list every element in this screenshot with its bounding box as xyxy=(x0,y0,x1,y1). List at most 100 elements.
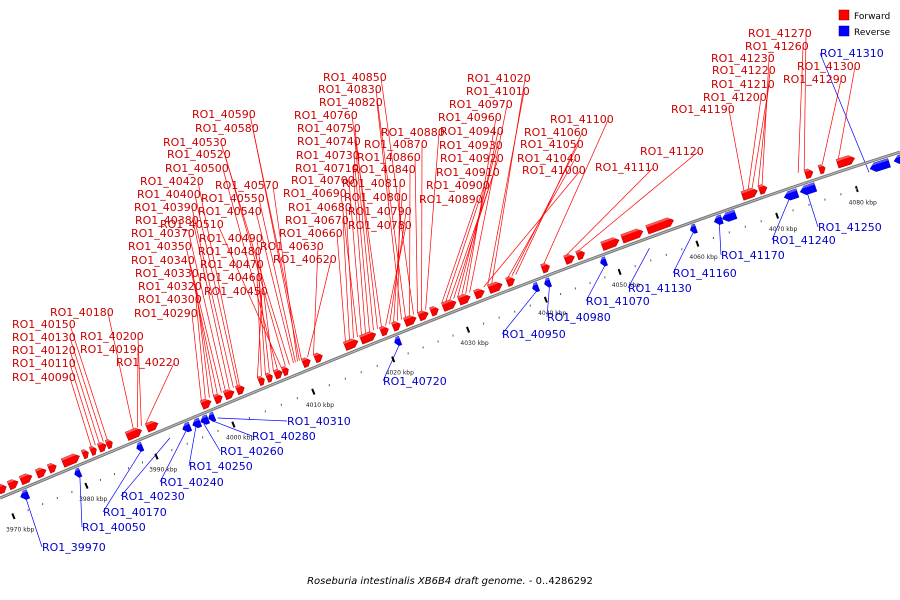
forward-gene-label: RO1_40120 xyxy=(12,344,76,357)
leader-line xyxy=(511,144,579,277)
forward-gene xyxy=(540,261,550,274)
tick-mark xyxy=(695,240,700,247)
reverse-gene xyxy=(720,209,738,222)
leader-line xyxy=(441,199,478,304)
leader-line xyxy=(747,97,762,190)
leader-line xyxy=(771,198,790,241)
reverse-gene xyxy=(542,277,553,288)
forward-gene-label: RO1_40320 xyxy=(138,280,202,293)
tick-label: 4030 kbp xyxy=(460,340,488,347)
forward-gene-label: RO1_40750 xyxy=(297,122,361,135)
forward-gene xyxy=(835,153,855,169)
minor-tick xyxy=(529,304,531,307)
leader-line xyxy=(188,427,197,467)
forward-gene-label: RO1_40370 xyxy=(131,227,195,240)
forward-gene-label: RO1_40680 xyxy=(288,201,352,214)
tick-mark xyxy=(465,326,471,333)
leader-line xyxy=(672,232,694,274)
forward-gene-label: RO1_41120 xyxy=(640,145,704,158)
forward-gene xyxy=(817,163,826,175)
minor-tick xyxy=(437,340,439,343)
kbp-ticks: 3970 kbp 3980 kbp 3990 kbp 4000 kbp 4010 kbp… xyxy=(6,185,877,533)
leader-line xyxy=(192,220,230,390)
reverse-gene xyxy=(530,282,541,293)
forward-gene-label: RO1_40850 xyxy=(323,71,387,84)
reverse-gene-label: RO1_40280 xyxy=(252,430,316,443)
caption-range: - 0..4286292 xyxy=(525,576,593,587)
gene-labels: RO1_40090RO1_40110RO1_40120RO1_40130RO1_… xyxy=(12,27,884,554)
tick-label: 4080 kbp xyxy=(849,199,877,206)
forward-gene xyxy=(473,286,485,300)
forward-gene-label: RO1_40340 xyxy=(131,254,195,267)
forward-gene-label: RO1_40220 xyxy=(116,356,180,369)
forward-gene xyxy=(342,337,359,351)
minor-tick xyxy=(328,384,330,387)
leader-line xyxy=(348,180,362,336)
forward-gene-label: RO1_41110 xyxy=(595,161,659,174)
forward-gene xyxy=(575,248,585,261)
forward-gene-label: RO1_40740 xyxy=(297,135,361,148)
leader-line xyxy=(107,312,134,430)
forward-gene xyxy=(96,440,107,453)
leader-line xyxy=(340,193,358,338)
forward-gene-label: RO1_40970 xyxy=(449,98,513,111)
forward-gene-label: RO1_40730 xyxy=(296,149,360,162)
forward-gene-label: RO1_40660 xyxy=(279,227,343,240)
leader-line xyxy=(188,260,218,395)
leader-line xyxy=(821,79,842,165)
reverse-gene xyxy=(206,411,217,422)
forward-gene xyxy=(487,280,503,294)
legend-reverse-swatch xyxy=(838,25,850,37)
forward-gene-label: RO1_40480 xyxy=(198,245,262,258)
minor-tick xyxy=(824,198,826,201)
minor-tick xyxy=(514,310,516,313)
leader-line xyxy=(272,185,298,362)
forward-gene xyxy=(563,252,575,265)
tick-mark xyxy=(154,453,159,460)
leader-line xyxy=(453,158,499,299)
leader-line xyxy=(353,155,370,333)
leader-line xyxy=(224,154,286,367)
forward-gene xyxy=(300,356,311,369)
minor-tick xyxy=(171,449,173,452)
forward-gene-label: RO1_40470 xyxy=(200,258,264,271)
tick-mark xyxy=(543,296,548,303)
minor-tick xyxy=(744,225,746,228)
forward-gene-label: RO1_40790 xyxy=(348,205,412,218)
minor-tick xyxy=(127,467,129,470)
forward-gene-label: RO1_40760 xyxy=(294,109,358,122)
forward-gene-label: RO1_40350 xyxy=(128,240,192,253)
reverse-gene-label: RO1_41160 xyxy=(673,267,737,280)
forward-gene-label: RO1_40400 xyxy=(137,188,201,201)
leader-line xyxy=(217,417,288,422)
leader-line xyxy=(249,114,302,360)
leader-line xyxy=(585,264,606,302)
minor-tick xyxy=(604,276,606,279)
forward-gene-label: RO1_40300 xyxy=(138,293,202,306)
tick-label: 4000 kbp xyxy=(226,435,254,442)
forward-gene-label: RO1_40090 xyxy=(12,371,76,384)
leader-line xyxy=(515,132,583,275)
forward-gene-label: RO1_41100 xyxy=(550,113,614,126)
forward-gene-label: RO1_41210 xyxy=(711,78,775,91)
forward-gene xyxy=(46,461,57,474)
forward-gene-label: RO1_40960 xyxy=(438,111,502,124)
leader-line xyxy=(336,233,346,342)
leader-line xyxy=(137,336,142,427)
forward-gene-label: RO1_40810 xyxy=(342,177,406,190)
forward-gene-label: RO1_40870 xyxy=(364,138,428,151)
forward-gene-label: RO1_41010 xyxy=(466,85,530,98)
reverse-gene-label: RO1_41070 xyxy=(586,295,650,308)
forward-gene-label: RO1_40460 xyxy=(199,271,263,284)
leader-line xyxy=(69,363,96,446)
forward-gene xyxy=(18,471,33,486)
minor-tick xyxy=(760,220,762,223)
minor-tick xyxy=(264,410,266,413)
forward-gene xyxy=(391,319,401,332)
minor-tick xyxy=(498,316,500,319)
leader-line xyxy=(342,220,350,341)
legend: Forward Reverse xyxy=(838,9,891,38)
reverse-gene-label: RO1_40050 xyxy=(82,521,146,534)
leader-line xyxy=(145,362,175,425)
forward-gene-label: RO1_40940 xyxy=(440,125,504,138)
